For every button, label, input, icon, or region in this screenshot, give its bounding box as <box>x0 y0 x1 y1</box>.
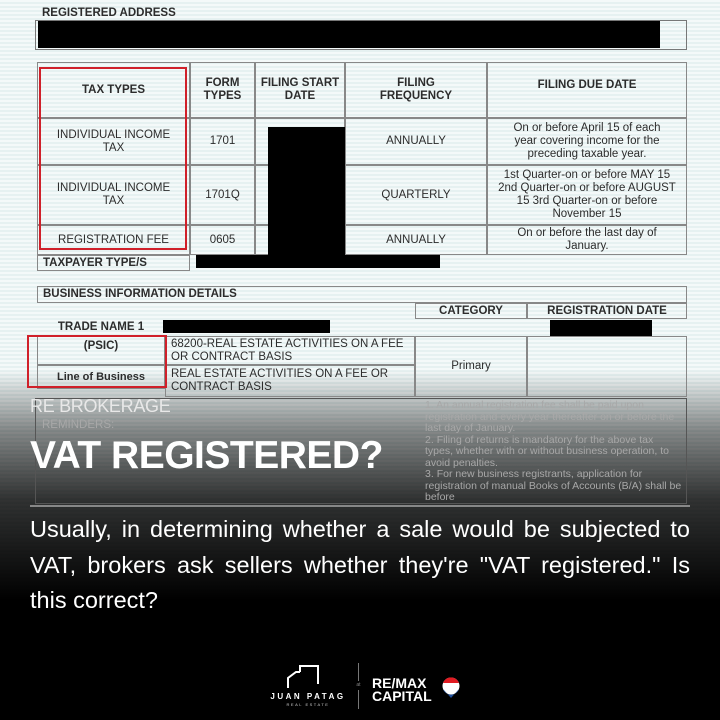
reminders-list: 1. An annual registration fee shall be p… <box>425 399 683 504</box>
reminder-num: 3. <box>425 468 434 480</box>
reminder-num: 2. <box>425 433 434 446</box>
remax-wordmark: RE/MAX CAPITAL <box>372 675 432 704</box>
remax-line1: RE/MAX <box>372 675 427 691</box>
remax-balloon-icon <box>442 677 460 698</box>
reminders-box <box>35 398 687 504</box>
taxpayer-type-label: TAXPAYER TYPE/S <box>37 255 190 271</box>
highlight-psic <box>27 335 167 388</box>
trade-name-label: TRADE NAME 1 <box>57 321 145 333</box>
registered-address-box <box>35 20 687 50</box>
juan-patag-name: JUAN PATAG <box>270 692 346 701</box>
row2-form: 1701Q <box>190 165 255 225</box>
psic-value: 68200-REAL ESTATE ACTIVITIES ON A FEE OR… <box>165 336 415 365</box>
brand-logos: JUAN PATAG REAL ESTATE at RE/MAX CAPITAL <box>270 660 470 710</box>
redaction-registration-date <box>550 320 652 336</box>
header-tax-types: TAX TYPES <box>37 62 190 118</box>
line-of-business-value: REAL ESTATE ACTIVITIES ON A FEE OR CONTR… <box>165 365 415 397</box>
row1-due: On or before April 15 of each year cover… <box>487 118 687 165</box>
row1-tax-type: INDIVIDUAL INCOME TAX <box>37 118 190 165</box>
divider <box>30 505 690 507</box>
body-text: Usually, in determining whether a sale w… <box>30 516 690 613</box>
juan-patag-sub: REAL ESTATE <box>286 702 330 707</box>
row3-form: 0605 <box>190 225 255 255</box>
registration-date-value <box>527 336 687 397</box>
category-header: CATEGORY <box>415 303 527 319</box>
business-info-label: BUSINESS INFORMATION DETAILS <box>37 286 687 303</box>
remax-line2: CAPITAL <box>372 688 432 704</box>
logo-separator-at: at <box>356 682 361 688</box>
row1-form: 1701 <box>190 118 255 165</box>
reminders-label: REMINDERS: <box>42 419 115 431</box>
header-filing-start-date: FILING START DATE <box>255 62 345 118</box>
row2-frequency: QUARTERLY <box>345 165 487 225</box>
house-logo-icon <box>287 665 319 688</box>
header-filing-frequency: FILING FREQUENCY <box>345 62 487 118</box>
line-of-business-label: Line of Business <box>37 365 165 389</box>
redaction-address <box>38 21 660 48</box>
row1-frequency: ANNUALLY <box>345 118 487 165</box>
reminder-item: 3. For new business registrants, applica… <box>425 468 683 504</box>
header-filing-due-date: FILING DUE DATE <box>487 62 687 118</box>
logo-separator <box>358 663 359 681</box>
logo-separator-lower <box>358 690 359 709</box>
headline: VAT REGISTERED? <box>30 434 383 477</box>
redaction-start-date <box>268 127 345 267</box>
row2-tax-type: INDIVIDUAL INCOME TAX <box>37 165 190 225</box>
header-form-types: FORM TYPES <box>190 62 255 118</box>
category-value: Primary <box>415 336 527 397</box>
row3-due: On or before the last day of January. <box>487 225 687 255</box>
category-kicker: RE BROKERAGE <box>30 396 171 416</box>
redaction-taxpayer-type <box>196 255 440 268</box>
registration-date-header: REGISTRATION DATE <box>527 303 687 319</box>
redaction-trade-name <box>163 320 330 333</box>
reminder-text: For new business registrants, applicatio… <box>425 468 682 503</box>
row3-frequency: ANNUALLY <box>345 225 487 255</box>
row3-tax-type: REGISTRATION FEE <box>37 225 190 255</box>
highlight-tax-types <box>39 67 187 250</box>
reminder-item: 2. Filing of returns is mandatory for th… <box>425 433 683 470</box>
row2-due: 1st Quarter-on or before MAY 15 2nd Quar… <box>487 165 687 225</box>
reminder-num: 1. <box>425 399 434 411</box>
reminder-text: An annual registration fee shall be paid… <box>425 399 675 434</box>
reminder-item: 1. An annual registration fee shall be p… <box>425 399 683 435</box>
registered-address-label: REGISTERED ADDRESS <box>42 7 176 19</box>
reminder-text: Filing of returns is mandatory for the a… <box>425 433 669 469</box>
